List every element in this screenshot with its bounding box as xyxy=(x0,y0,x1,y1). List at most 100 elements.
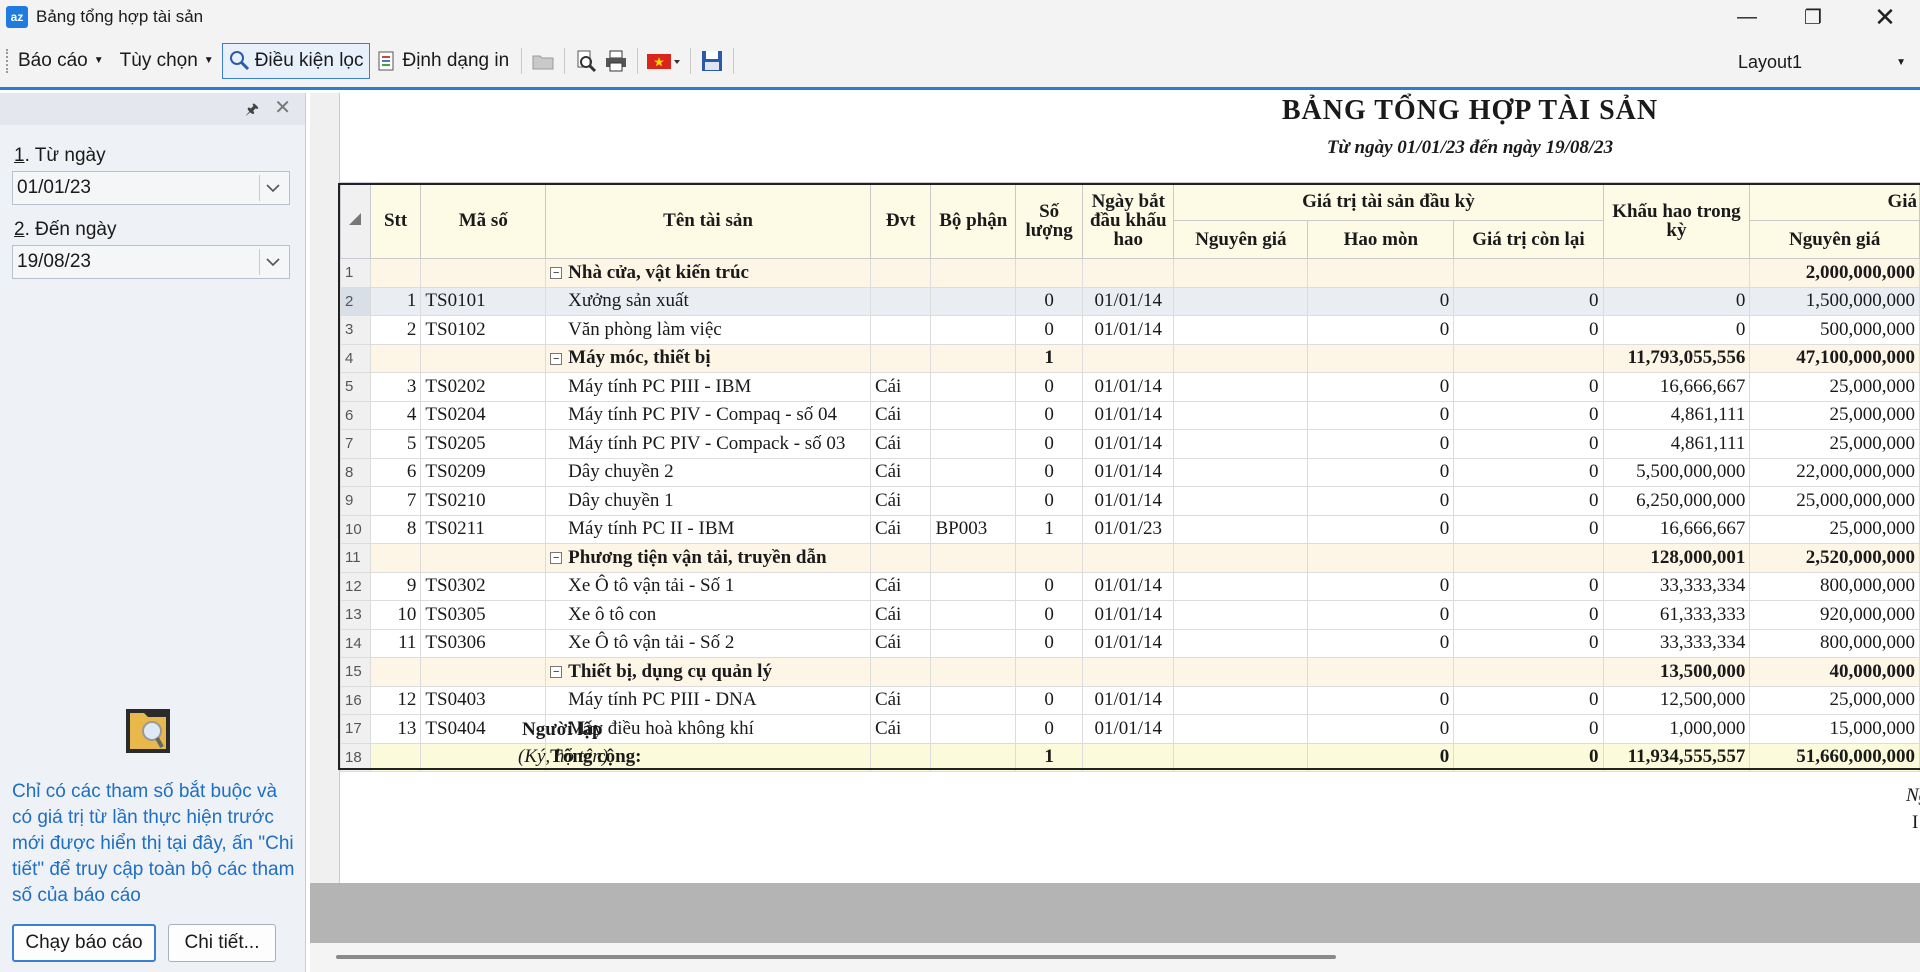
collapse-icon[interactable]: − xyxy=(550,267,563,280)
header-dept: Bộ phận xyxy=(930,182,1017,259)
row-number[interactable]: 1 xyxy=(340,258,371,288)
horizontal-scrollbar[interactable] xyxy=(310,943,1920,972)
print-preview-icon[interactable] xyxy=(571,46,601,76)
signature-date-line2: I xyxy=(1912,812,1919,833)
group-row[interactable]: 15 − Thiết bị, dụng cụ quản lý 13,500,000 40… xyxy=(340,657,1920,687)
asset-table: Stt Mã số Tên tài sản Đvt Bộ phận Số lượ… xyxy=(340,182,1920,772)
run-report-button[interactable]: Chạy báo cáo xyxy=(12,924,156,962)
table-row[interactable]: 12 9 TS0302 Xe Ô tô vận tải - Số 1 Cái 0 01/01… xyxy=(340,571,1920,601)
cell-name: Xe Ô tô vận tải - Số 1 xyxy=(545,571,871,601)
group-row[interactable]: 1 − Nhà cửa, vật kiến trúc 2,000,000,000 xyxy=(340,258,1920,288)
printer-icon[interactable] xyxy=(601,46,631,76)
row-number[interactable]: 18 xyxy=(340,742,371,772)
save-layout-icon[interactable] xyxy=(697,46,727,76)
row-number[interactable]: 8 xyxy=(340,457,371,487)
table-row[interactable]: 14 11 TS0306 Xe Ô tô vận tải - Số 2 Cái 0 01/0… xyxy=(340,628,1920,658)
toolbar: Báo cáo ▼ Tùy chọn ▼ Điều kiện lọc Định … xyxy=(0,34,1920,90)
group-row[interactable]: 11 − Phương tiện vận tải, truyền dẫn 128,00… xyxy=(340,543,1920,573)
cell-code: TS0210 xyxy=(420,486,547,516)
table-row[interactable]: 3 2 TS0102 Văn phòng làm việc 0 01/01/14 0 0 0 50… xyxy=(340,315,1920,345)
cell-qty: 0 xyxy=(1015,714,1084,744)
cell-code: TS0305 xyxy=(420,600,547,630)
chevron-down-icon[interactable] xyxy=(259,249,285,275)
panel-close-icon[interactable]: ✕ xyxy=(274,97,291,119)
cell-remain: 0 xyxy=(1453,742,1604,772)
cell-code: TS0306 xyxy=(420,628,547,658)
table-row[interactable]: 13 10 TS0305 Xe ô tô con Cái 0 01/01/14 0 0 61,33… xyxy=(340,600,1920,630)
row-number[interactable]: 10 xyxy=(340,514,371,544)
row-number[interactable]: 11 xyxy=(340,543,371,573)
collapse-icon[interactable]: − xyxy=(550,666,563,679)
options-menu[interactable]: Tùy chọn ▼ xyxy=(112,44,222,78)
table-row[interactable]: 16 12 TS0403 Máy tính PC PIII - DNA Cái 0 01/0… xyxy=(340,685,1920,715)
to-date-value: 19/08/23 xyxy=(17,251,91,272)
table-row[interactable]: 2 1 TS0101 Xưởng sản xuất 0 01/01/14 0 0 0 1,500,… xyxy=(340,286,1920,316)
cell-next: 25,000,000 xyxy=(1749,514,1920,544)
cell-orig xyxy=(1173,486,1309,516)
table-body: 1− Nhà cửa, vật kiến trúc 2,000,000,000 2 1 T… xyxy=(340,258,1920,772)
close-icon[interactable]: ✕ xyxy=(1874,1,1896,32)
cell-name: Dây chuyền 2 xyxy=(545,457,871,487)
row-number[interactable]: 9 xyxy=(340,486,371,516)
table-row[interactable]: 9 7 TS0210 Dây chuyền 1 Cái 0 01/01/14 0 0 6,250,… xyxy=(340,486,1920,516)
table-row[interactable]: 8 6 TS0209 Dây chuyền 2 Cái 0 01/01/14 0 0 5,500,… xyxy=(340,457,1920,487)
signature-date: Ngày xyxy=(1906,785,1920,806)
row-number[interactable]: 3 xyxy=(340,315,371,345)
layout-select[interactable]: Layout1 ▼ xyxy=(1722,46,1912,78)
cell-code xyxy=(420,543,547,573)
print-format-label: Định dạng in xyxy=(402,49,510,71)
row-number[interactable]: 17 xyxy=(340,714,371,744)
minimize-icon[interactable]: — xyxy=(1737,5,1757,28)
row-number[interactable]: 16 xyxy=(340,685,371,715)
filter-button[interactable]: Điều kiện lọc xyxy=(221,42,371,79)
row-number[interactable]: 12 xyxy=(340,571,371,601)
header-next-original-cost: Nguyên giá xyxy=(1749,220,1920,259)
row-number[interactable]: 14 xyxy=(340,628,371,658)
row-number[interactable]: 13 xyxy=(340,600,371,630)
cell-wear xyxy=(1307,343,1455,373)
restore-icon[interactable]: ❐ xyxy=(1804,6,1822,29)
language-flag-icon[interactable] xyxy=(644,46,684,76)
collapse-icon[interactable]: − xyxy=(550,352,563,365)
header-opening-group: Giá trị tài sản đầu kỳ xyxy=(1173,182,1604,221)
to-date-label: 2. Đến ngày xyxy=(14,219,117,240)
table-row[interactable]: 6 4 TS0204 Máy tính PC PIV - Compaq - số 04… xyxy=(340,400,1920,430)
cell-orig xyxy=(1173,543,1309,573)
table-row[interactable]: 7 5 TS0205 Máy tính PC PIV - Compack - số 0… xyxy=(340,429,1920,459)
cell-orig xyxy=(1173,343,1309,373)
cell-orig xyxy=(1173,685,1309,715)
open-folder-icon[interactable] xyxy=(528,46,558,76)
from-date-field[interactable]: 01/01/23 xyxy=(12,171,290,205)
cell-unit: Cái xyxy=(869,685,932,715)
cell-unit: Cái xyxy=(869,714,932,744)
scrollbar-thumb[interactable] xyxy=(336,955,1336,959)
cell-depr: 4,861,111 xyxy=(1602,400,1751,430)
row-number[interactable]: 4 xyxy=(340,343,371,373)
print-format-button[interactable]: Định dạng in xyxy=(370,43,515,79)
cell-depr: 5,500,000,000 xyxy=(1602,457,1751,487)
cell-orig xyxy=(1173,514,1309,544)
chevron-down-icon[interactable] xyxy=(259,175,285,201)
cell-code: TS0404 xyxy=(420,714,547,744)
row-number[interactable]: 2 xyxy=(340,286,371,316)
group-row[interactable]: 4 − Máy móc, thiết bị 1 11,793,055,556 47,100… xyxy=(340,343,1920,373)
cell-name-text: Xe Ô tô vận tải - Số 1 xyxy=(568,575,735,597)
table-row[interactable]: 5 3 TS0202 Máy tính PC PIII - IBM Cái 0 01/01/… xyxy=(340,372,1920,402)
row-number[interactable]: 15 xyxy=(340,657,371,687)
pin-icon[interactable]: 🖈 xyxy=(245,101,259,118)
collapse-icon[interactable]: − xyxy=(550,552,563,565)
cell-dept xyxy=(930,372,1017,402)
cell-depr: 128,000,001 xyxy=(1602,543,1751,573)
table-row[interactable]: 10 8 TS0211 Máy tính PC II - IBM Cái BP003 1 01… xyxy=(340,514,1920,544)
report-menu[interactable]: Báo cáo ▼ xyxy=(10,44,112,78)
row-number[interactable]: 7 xyxy=(340,429,371,459)
row-number[interactable]: 6 xyxy=(340,400,371,430)
to-date-field[interactable]: 19/08/23 xyxy=(12,245,290,279)
select-all-corner[interactable] xyxy=(340,182,371,259)
row-number[interactable]: 5 xyxy=(340,372,371,402)
caret-down-icon: ▼ xyxy=(93,55,104,66)
detail-button[interactable]: Chi tiết... xyxy=(168,924,276,962)
caret-down-icon: ▼ xyxy=(1896,56,1906,68)
cell-qty: 0 xyxy=(1015,685,1084,715)
total-row[interactable]: 18 Tổng cộng: 1 0 0 11,934,555,557 51,660,000,… xyxy=(340,742,1920,772)
